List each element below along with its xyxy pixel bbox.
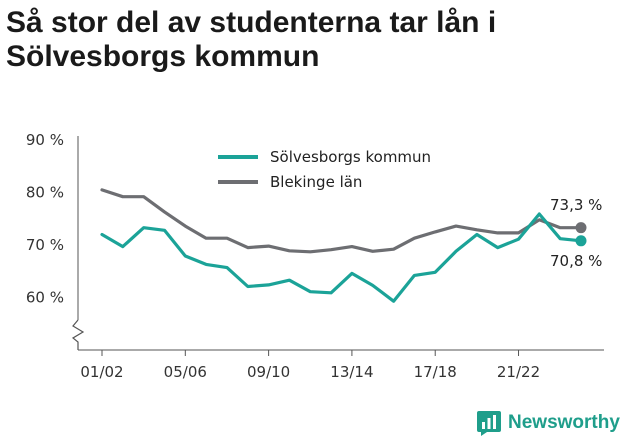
y-tick-label: 60 %	[26, 289, 64, 307]
x-tick-label: 01/02	[80, 363, 123, 381]
newsworthy-brand: Newsworthy	[476, 408, 620, 438]
y-tick-label: 90 %	[26, 131, 64, 149]
series-line-1	[100, 188, 583, 254]
legend-label-solvesborg: Sölvesborgs kommun	[270, 148, 431, 166]
x-tick-label: 13/14	[330, 363, 373, 381]
y-axis-break-icon	[71, 319, 85, 350]
x-tick-label: 05/06	[164, 363, 207, 381]
end-marker-1	[575, 222, 587, 234]
end-label-blekinge: 73,3 %	[550, 196, 602, 214]
x-tick-label: 21/22	[497, 363, 540, 381]
y-axis: 60 % 70 % 80 % 90 %	[26, 131, 85, 350]
legend: Sölvesborgs kommun Blekinge län	[208, 144, 470, 194]
legend-label-blekinge: Blekinge län	[270, 173, 362, 191]
end-markers	[575, 222, 587, 247]
chart-title: Så stor del av studenterna tar lån i Söl…	[6, 6, 497, 73]
end-label-solvesborg: 70,8 %	[550, 252, 602, 270]
y-tick-label: 70 %	[26, 236, 64, 254]
series-lines	[100, 188, 583, 303]
newsworthy-logo-icon	[477, 411, 501, 436]
series-line-0	[100, 212, 583, 303]
legend-background	[208, 144, 470, 194]
x-tick-label: 09/10	[247, 363, 290, 381]
x-tick-label: 17/18	[414, 363, 457, 381]
end-marker-0	[575, 235, 587, 247]
brand-name: Newsworthy	[508, 412, 620, 433]
x-axis: 01/02 05/06 09/10 13/14 17/18 21/22	[78, 349, 604, 381]
y-tick-label: 80 %	[26, 184, 64, 202]
end-labels: 73,3 % 70,8 %	[550, 196, 602, 270]
